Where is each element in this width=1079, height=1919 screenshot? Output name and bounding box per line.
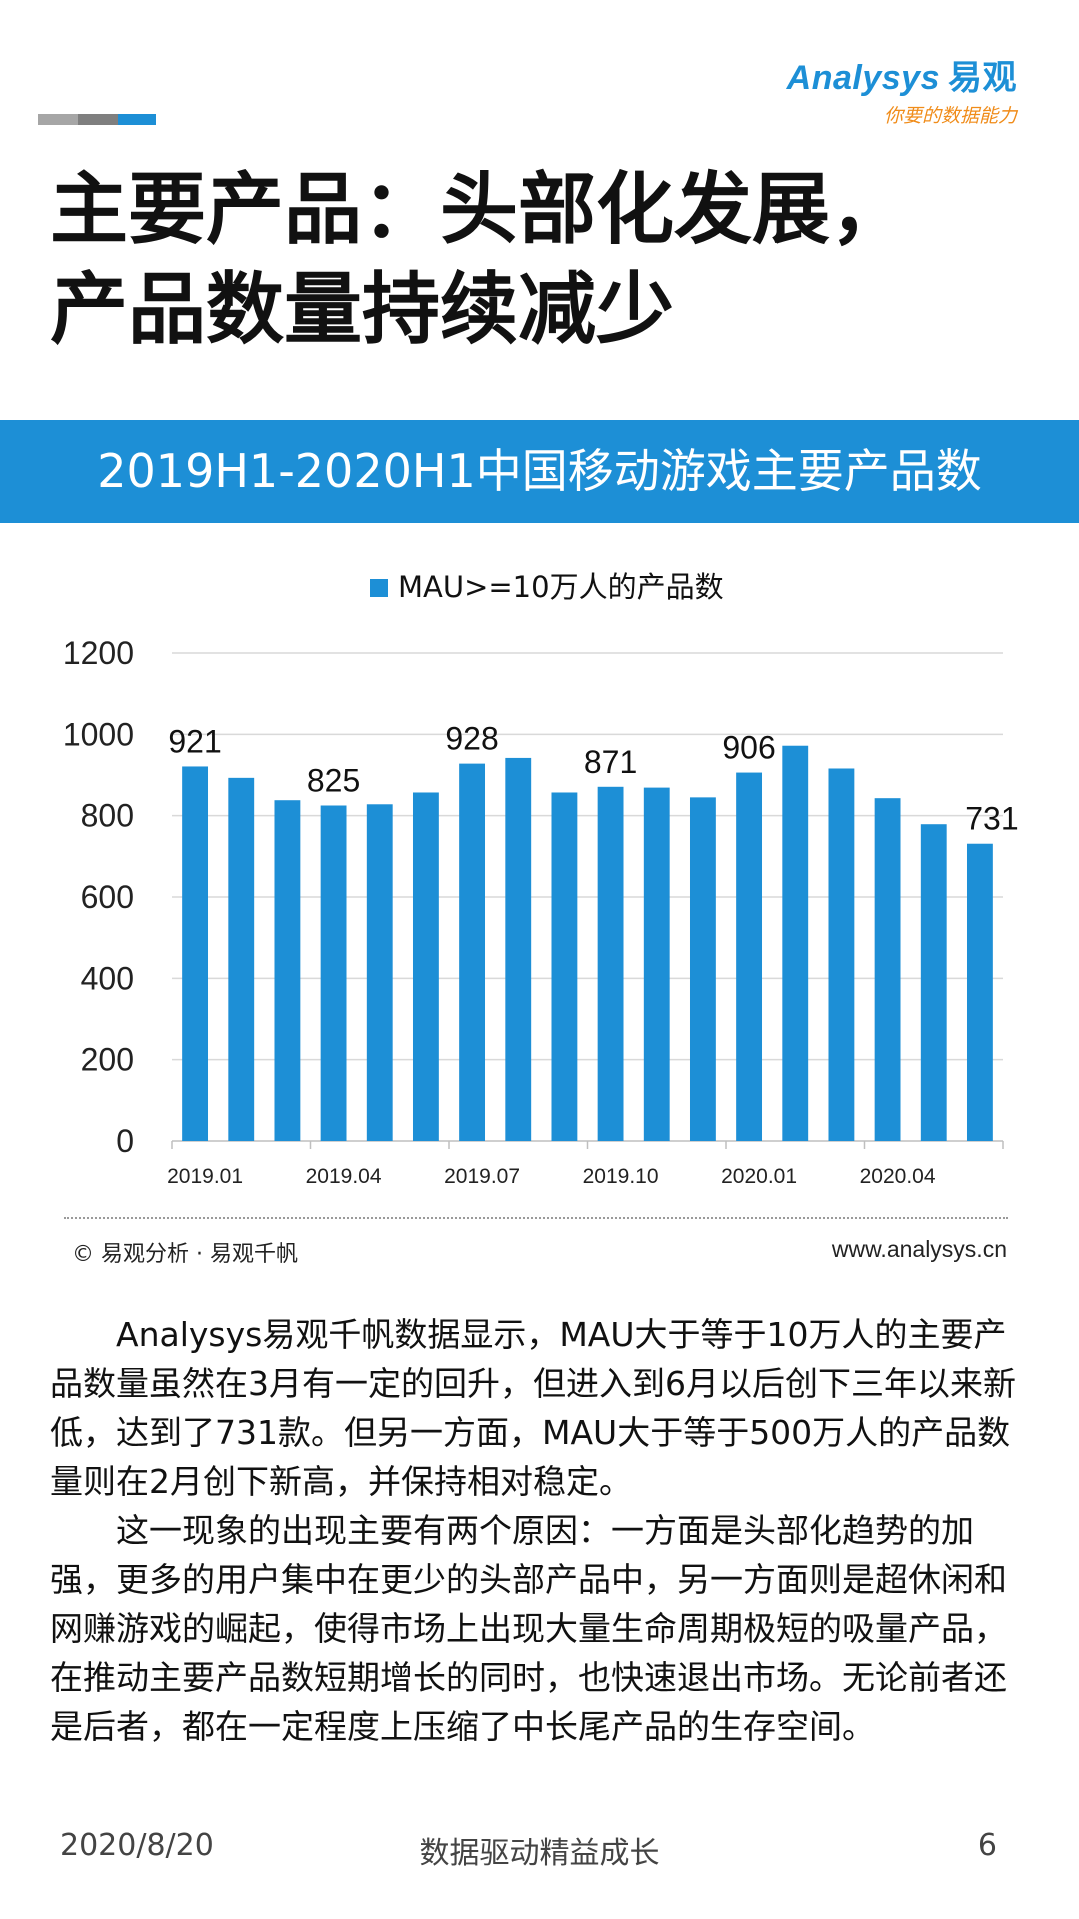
bar-2019.12 [689,797,716,1141]
source-note: © 易观分析 · 易观千帆 [72,1242,298,1267]
body-paragraph-1: Analysys易观千帆数据显示，MAU大于等于10万人的主要产品数量虽然在3月… [50,1315,1016,1501]
y-tick-label-600: 600 [81,879,134,915]
bar-2019.06 [412,792,439,1141]
y-tick-label-400: 400 [81,960,134,996]
source-divider [64,1217,1008,1219]
x-tick-label-2019.07: 2019.07 [444,1165,520,1188]
bar-2019.05 [366,804,393,1141]
body-paragraph-2: 这一现象的出现主要有两个原因：一方面是头部化趋势的加强，更多的用户集中在更少的头… [50,1511,1007,1746]
bar-2019.04 [320,805,347,1141]
footer-slogan: 数据驱动精益成长 [419,1836,660,1871]
footer-date: 2020/8/20 [60,1828,214,1863]
bar-2020.04 [874,798,901,1141]
legend-label: MAU>=10万人的产品数 [398,570,724,604]
chart-title-banner: 2019H1-2020H1中国移动游戏主要产品数 [0,420,1079,523]
x-tick-label-2020.04: 2020.04 [860,1165,936,1188]
decor-bar-mid [78,114,118,125]
legend-swatch [370,579,388,597]
page-number: 6 [977,1828,997,1863]
y-tick-label-0: 0 [116,1123,134,1159]
decor-bar-blue [118,114,156,125]
y-tick-label-1000: 1000 [63,716,134,752]
data-label-2020.01: 906 [722,730,775,766]
y-tick-label-200: 200 [81,1042,134,1078]
data-label-2019.01: 921 [168,723,221,759]
bar-2019.10 [597,786,624,1141]
logo-wordmark: Analysys 易观 [787,50,1017,99]
bar-2019.02 [228,777,255,1141]
body-text: Analysys易观千帆数据显示，MAU大于等于10万人的主要产品数量虽然在3月… [50,1310,1025,1751]
x-tick-label-2020.01: 2020.01 [721,1165,797,1188]
page-title-line-1: 主要产品：头部化发展， [50,165,909,255]
x-tick-label-2019.04: 2019.04 [306,1165,382,1188]
bar-2020.01 [736,772,763,1141]
bar-2020.05 [920,824,947,1141]
decor-bar-light [38,114,78,125]
x-tick-label-2019.01: 2019.01 [167,1165,243,1188]
page-title-line-2: 产品数量持续减少 [50,265,675,355]
bar-2020.06 [966,843,993,1141]
y-tick-label-800: 800 [81,798,134,834]
x-tick-label-2019.10: 2019.10 [583,1165,659,1188]
bar-2019.03 [274,800,301,1141]
bar-2020.02 [782,745,809,1141]
data-label-2020.06: 731 [965,801,1018,837]
y-tick-label-1200: 1200 [63,635,134,671]
bar-chart: 0 200 400 600 800 1000 1200 921 825 928 871 906 731 2… [63,570,1019,1188]
website-link[interactable]: www.analysys.cn [831,1236,1007,1262]
logo-text-cn: 易观 [948,59,1017,97]
bar-2020.03 [828,768,855,1141]
bar-2019.08 [505,757,532,1141]
data-label-2019.10: 871 [584,744,637,780]
logo-tagline: 你要的数据能力 [883,105,1017,127]
page-title: 主要产品：头部化发展， 产品数量持续减少 [50,160,1010,360]
bar-2019.11 [643,787,670,1141]
data-label-2019.04: 825 [307,763,360,799]
logo-text-en: Analysys [786,59,940,97]
bar-2019.01 [182,766,209,1141]
analysys-logo: Analysys 易观 你要的数据能力 [787,50,1017,128]
bar-2019.09 [551,792,578,1141]
data-label-2019.07: 928 [445,721,498,757]
bar-2019.07 [459,763,486,1141]
